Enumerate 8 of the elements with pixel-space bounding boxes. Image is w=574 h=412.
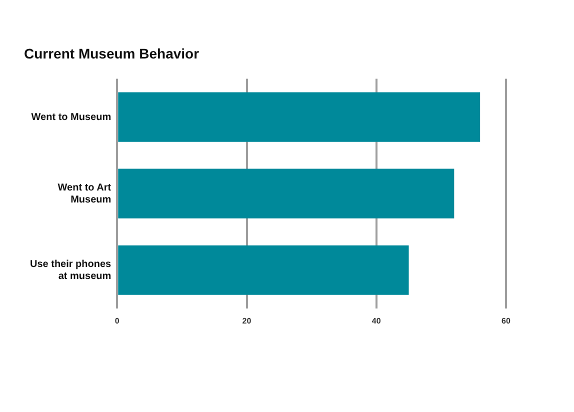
x-tick-label: 40 — [372, 316, 382, 326]
y-tick-label: Went to Art Museum — [58, 182, 112, 206]
x-tick-label: 0 — [114, 316, 120, 326]
x-tick-label: 60 — [502, 316, 511, 326]
x-tick-label: 20 — [242, 316, 252, 326]
y-tick-label: Use their phones at museum — [30, 258, 112, 282]
chart-title: Current Museum Behavior — [24, 45, 200, 62]
y-tick-label: Went to Museum — [31, 112, 112, 123]
